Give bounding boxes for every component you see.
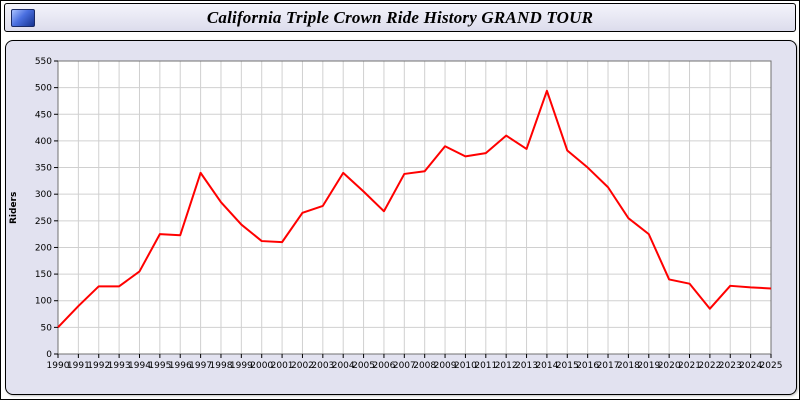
y-tick-label: 300 xyxy=(35,190,52,200)
plot-area xyxy=(58,61,771,354)
plot-border xyxy=(57,60,772,355)
x-tick-label: 1993 xyxy=(108,361,131,371)
y-tick-label: 150 xyxy=(35,270,52,280)
x-tick-label: 2003 xyxy=(311,361,334,371)
x-tick-label: 1992 xyxy=(87,361,110,371)
x-tick-label: 2023 xyxy=(719,361,742,371)
y-tick-label: 550 xyxy=(35,57,52,67)
x-tick-label: 1999 xyxy=(230,361,253,371)
x-tick-label: 2011 xyxy=(474,361,497,371)
x-tick-label: 1997 xyxy=(189,361,212,371)
title-bar: California Triple Crown Ride History GRA… xyxy=(4,3,796,32)
x-tick-label: 2000 xyxy=(250,361,273,371)
x-tick-label: 2008 xyxy=(413,361,436,371)
x-tick-label: 2017 xyxy=(597,361,620,371)
x-tick-label: 1994 xyxy=(128,361,151,371)
y-tick-label: 450 xyxy=(35,110,52,120)
x-tick-label: 2012 xyxy=(495,361,518,371)
x-tick-label: 2016 xyxy=(576,361,599,371)
x-tick-label: 2002 xyxy=(291,361,314,371)
page-title: California Triple Crown Ride History GRA… xyxy=(206,7,594,27)
x-tick-label: 1996 xyxy=(169,361,192,371)
x-tick-label: 1998 xyxy=(210,361,233,371)
x-tick-label: 1995 xyxy=(148,361,171,371)
chart-panel: 0 50 100 150 200 250 300 350 400 450 500 550 1990 199… xyxy=(5,40,797,395)
x-tick-label: 1991 xyxy=(67,361,90,371)
y-tick-label: 250 xyxy=(35,217,52,227)
x-tick-label: 2001 xyxy=(271,361,294,371)
riders-line-series xyxy=(57,89,772,329)
x-tick-label: 2014 xyxy=(535,361,558,371)
y-tick-label: 200 xyxy=(35,243,52,253)
y-tick-label: 0 xyxy=(46,350,52,360)
x-tick-label: 2018 xyxy=(617,361,640,371)
x-tick-label: 2006 xyxy=(372,361,395,371)
x-tick-label: 2019 xyxy=(637,361,660,371)
x-tick-label: 2013 xyxy=(515,361,538,371)
logo-icon xyxy=(11,9,35,27)
x-tick-label: 2024 xyxy=(739,361,762,371)
y-tick-label: 500 xyxy=(35,84,52,94)
x-tick-label: 2020 xyxy=(658,361,681,371)
y-tick-label: 400 xyxy=(35,137,52,147)
x-tick-label: 2021 xyxy=(678,361,701,371)
x-tick-label: 2015 xyxy=(556,361,579,371)
x-tick-label: 2022 xyxy=(698,361,721,371)
x-tick-label: 2007 xyxy=(393,361,416,371)
x-tick-label: 2010 xyxy=(454,361,477,371)
x-tick-label: 2005 xyxy=(352,361,375,371)
y-tick-label: 350 xyxy=(35,164,52,174)
y-axis-title: Riders xyxy=(9,191,19,224)
y-tick-label: 50 xyxy=(41,323,53,333)
x-tick-label: 2004 xyxy=(332,361,355,371)
x-tick-label: 1990 xyxy=(47,361,70,371)
x-tick-label: 2025 xyxy=(760,361,783,371)
y-tick-label: 100 xyxy=(35,297,52,307)
x-tick-label: 2009 xyxy=(434,361,457,371)
chart-svg: 0501001502002503003504004505005501990199… xyxy=(35,57,783,371)
